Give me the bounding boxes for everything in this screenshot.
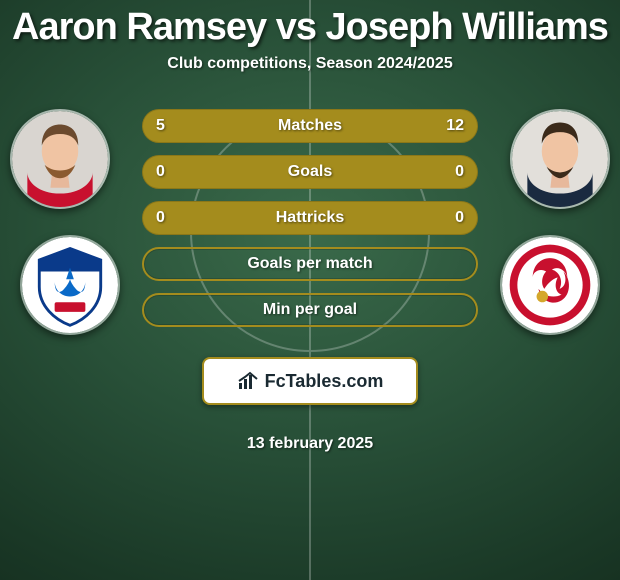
stat-left-value: 0: [156, 209, 165, 227]
club-right-crest: [500, 235, 600, 335]
stat-label: Hattricks: [276, 209, 344, 227]
chart-icon: [237, 371, 261, 391]
stat-right-value: 0: [455, 209, 464, 227]
stat-bar-matches: 5 Matches 12: [142, 109, 478, 143]
brand-name: FcTables.com: [265, 371, 384, 392]
comparison-card: Aaron Ramsey vs Joseph Williams Club com…: [0, 0, 620, 580]
stat-label: Goals per match: [247, 255, 372, 273]
stats-section: 5 Matches 12 0 Goals 0 0 Hattricks 0 Goa…: [0, 109, 620, 453]
stat-label: Goals: [288, 163, 332, 181]
date-label: 13 february 2025: [247, 435, 373, 453]
brand-badge: FcTables.com: [202, 357, 418, 405]
stat-left-value: 5: [156, 117, 165, 135]
stat-bar-goals-per-match: Goals per match: [142, 247, 478, 281]
stat-right-value: 0: [455, 163, 464, 181]
subtitle: Club competitions, Season 2024/2025: [167, 55, 452, 73]
stat-bar-min-per-goal: Min per goal: [142, 293, 478, 327]
page-title: Aaron Ramsey vs Joseph Williams: [12, 6, 608, 49]
stat-bar-hattricks: 0 Hattricks 0: [142, 201, 478, 235]
stat-bar-goals: 0 Goals 0: [142, 155, 478, 189]
stat-label: Min per goal: [263, 301, 357, 319]
stat-right-value: 12: [446, 117, 464, 135]
stat-label: Matches: [278, 117, 342, 135]
club-left-crest: [20, 235, 120, 335]
player-right-avatar: [510, 109, 610, 209]
stat-left-value: 0: [156, 163, 165, 181]
player-left-avatar: [10, 109, 110, 209]
